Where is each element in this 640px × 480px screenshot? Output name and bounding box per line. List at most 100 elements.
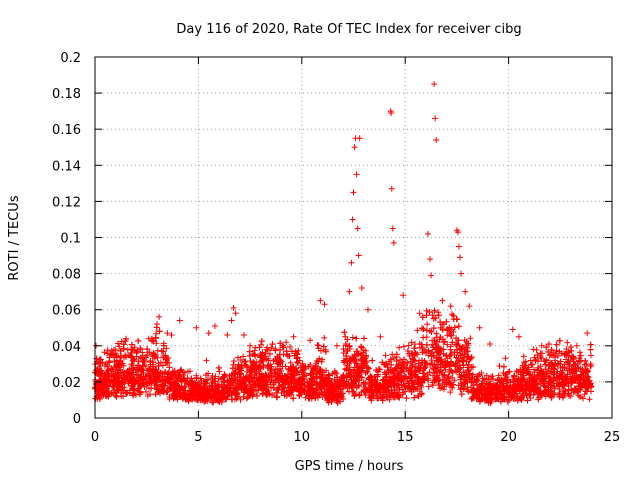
data-point [178,366,185,373]
data-point [182,378,189,385]
data-point [350,377,357,384]
data-point [215,398,222,405]
data-point [294,369,301,376]
data-point [318,358,325,365]
data-point [362,385,369,392]
data-point [175,372,182,379]
data-point [425,383,432,390]
data-point [456,366,463,373]
data-point [513,368,520,375]
data-point [524,366,531,373]
data-point [192,388,199,395]
data-point [358,344,365,351]
data-point [258,352,265,359]
data-point [483,372,490,379]
data-point [530,366,537,373]
data-point [274,386,281,393]
data-point [139,349,146,356]
data-point [122,337,129,344]
data-point [433,330,440,337]
data-point [188,375,195,382]
data-point [275,379,282,386]
data-point [128,365,135,372]
data-point [418,341,425,348]
data-point [346,388,353,395]
data-point [540,378,547,385]
data-point [323,367,330,374]
data-point [264,347,271,354]
data-point [414,327,421,334]
data-point [572,389,579,396]
data-point [585,374,592,381]
data-point [220,374,227,381]
data-point [458,391,465,398]
data-point [231,376,238,383]
data-point [554,361,561,368]
data-point [149,363,156,370]
data-point [496,377,503,384]
data-point [204,389,211,396]
data-point [577,393,584,400]
data-point [347,373,354,380]
data-point [330,389,337,396]
data-point [293,365,300,372]
data-point [386,396,393,403]
data-point [446,363,453,370]
chart-title: Day 116 of 2020, Rate Of TEC Index for r… [176,22,521,37]
data-point [174,369,181,376]
data-point [258,341,265,348]
data-point [154,347,161,354]
data-point [500,370,507,377]
data-point [171,368,178,375]
data-point [366,392,373,399]
data-point [465,367,472,374]
data-point [385,367,392,374]
data-point [313,360,320,367]
data-point [392,367,399,374]
data-point [380,384,387,391]
data-point [477,397,484,404]
data-point [175,390,182,397]
data-point [198,390,205,397]
data-point [268,344,275,351]
data-point [425,377,432,384]
data-point [101,349,108,356]
data-point [129,346,136,353]
data-point [448,358,455,365]
data-point [119,387,126,394]
data-point [165,369,172,376]
data-point [473,381,480,388]
data-point [458,373,465,380]
data-point [391,390,398,397]
data-point [456,362,463,369]
data-point [194,381,201,388]
data-point [384,364,391,371]
data-point [564,339,571,346]
data-point [426,327,433,334]
data-point [299,360,306,367]
data-point [429,312,436,319]
data-point [418,378,425,385]
data-point [273,390,280,396]
data-point [237,356,244,363]
data-point [565,358,572,365]
data-point [128,346,135,353]
data-point [321,334,328,341]
data-point [437,334,444,341]
data-point [556,337,563,344]
data-point [415,379,422,386]
data-point [232,370,239,377]
data-point [263,381,270,388]
data-point [303,372,310,379]
data-point [374,371,381,378]
data-point [164,370,171,377]
data-point [520,368,527,375]
data-point [218,398,225,405]
data-point [410,356,417,363]
data-point [118,353,125,360]
data-point [334,399,341,406]
data-point [212,378,219,385]
data-point [166,364,173,371]
data-point [396,384,403,391]
data-point [331,393,338,400]
